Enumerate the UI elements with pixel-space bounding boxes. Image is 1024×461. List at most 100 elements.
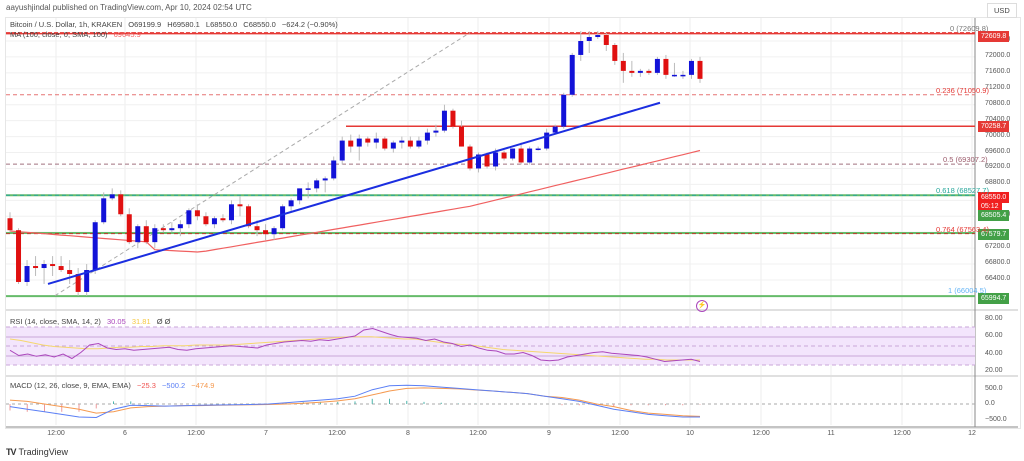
candle-body [544,132,550,149]
price-tag-green-2: 67579.7 [978,229,1010,240]
macd-hist-value: −25.3 [136,381,156,390]
rsi-line [9,327,701,363]
price-axis-label: 72000.0 [985,51,1011,59]
price-axis-label: 71600.0 [985,67,1011,75]
candle-body [680,74,686,77]
candle-body [254,226,260,231]
time-axis-label: 9 [547,430,551,437]
price-tag-resistance: 70258.7 [978,121,1010,132]
time-axis-label: 6 [123,430,127,437]
candle-body [450,110,456,127]
candle-body [637,70,643,73]
candle-body [152,228,158,243]
candle-body [322,178,328,181]
tradingview-logo-icon: TV [6,447,16,457]
candle-body [246,206,252,227]
currency-selector[interactable]: USD [987,3,1017,18]
candle-body [654,58,660,73]
candle-body [535,148,541,151]
candle-body [109,194,115,199]
ohlc-change: −624.2 (−0.90%) [281,20,338,29]
symbol-legend: Bitcoin / U.S. Dollar, 1h, KRAKEN O69199… [10,20,342,29]
macd-signal-value: −474.9 [191,381,215,390]
ohlc-close: C68550.0 [243,20,276,29]
candle-body [441,110,447,131]
rsi-sma-line [9,336,700,361]
price-axis-label: 68800.0 [985,179,1011,187]
time-axis-label: 12:00 [47,430,65,437]
time-axis-label: 12:00 [752,430,770,437]
candle-body [697,60,703,79]
candle-body [373,138,379,143]
time-axis-label: 12:00 [611,430,629,437]
candle-body [382,138,388,149]
candle-body [399,140,405,143]
price-axis-label: 66400.0 [985,274,1011,282]
candle-body [288,200,294,207]
tradingview-brand[interactable]: TV TradingView [6,447,68,457]
candle-body [518,148,524,163]
candle-body [203,216,209,225]
candle-body [126,214,132,243]
candle-body [603,35,609,45]
fib-label-0764: 0.764 (67563.4) [936,225,989,234]
rsi-extra: Ø Ø [156,317,171,326]
price-axis-label: 70800.0 [985,99,1011,107]
candle-body [228,204,234,221]
macd-value: −500.2 [162,381,186,390]
candle-body [467,146,473,169]
fib-label-1: 1 (66004.5) [948,286,987,295]
candle-body [416,140,422,147]
time-axis-label: 8 [406,430,410,437]
time-axis-label: 10 [686,430,694,437]
candle-body [620,60,626,71]
candle-body [271,228,277,235]
candle-body [458,126,464,147]
candle-body [101,198,107,223]
fib-label-0618: 0.618 (68527.7) [936,186,989,195]
candle-body [595,35,601,38]
fib-label-0: 0 (72609.8) [950,24,989,33]
candle-body [663,58,669,75]
candle-body [586,37,592,41]
candle-body [297,188,303,201]
candle-body [305,188,311,190]
macd-axis-label: −500.0 [985,416,1007,423]
candle-body [314,180,320,189]
candle-body [16,230,22,282]
fib-diagonal [54,32,471,297]
candle-body [629,70,635,73]
candle-body [135,226,141,243]
event-bolt-icon[interactable]: ⚡ [696,300,708,312]
candle-body [160,228,166,231]
candle-body [58,266,64,271]
candle-body [671,74,677,77]
candle-body [143,226,149,243]
symbol-name: Bitcoin / U.S. Dollar, 1h, KRAKEN [10,20,123,29]
candle-body [569,54,575,95]
candle-body [220,218,226,221]
ma100-line [9,149,701,253]
candle-body [41,264,47,269]
candle-body [194,210,200,217]
price-axis-label: 70000.0 [985,131,1011,139]
price-tag-current: 68550.0 [978,192,1010,203]
time-axis-label: 11 [827,430,835,437]
candle-body [501,152,507,159]
chart-frame [5,17,1021,429]
time-axis-label: 12:00 [328,430,346,437]
candle-body [476,154,482,169]
candle-body [84,270,90,292]
candle-body [424,132,430,141]
macd-legend: MACD (12, 26, close, 9, EMA, EMA) −25.3 … [10,381,218,390]
candle-body [510,148,516,159]
candle-body [365,138,371,143]
fib-label-0236: 0.236 (71050.9) [936,86,989,95]
candle-body [646,70,652,73]
candle-body [237,204,243,207]
brand-name: TradingView [18,447,69,457]
price-axis-label: 69600.0 [985,147,1011,155]
rsi-sma-value: 31.81 [131,317,151,326]
candle-body [552,126,558,133]
